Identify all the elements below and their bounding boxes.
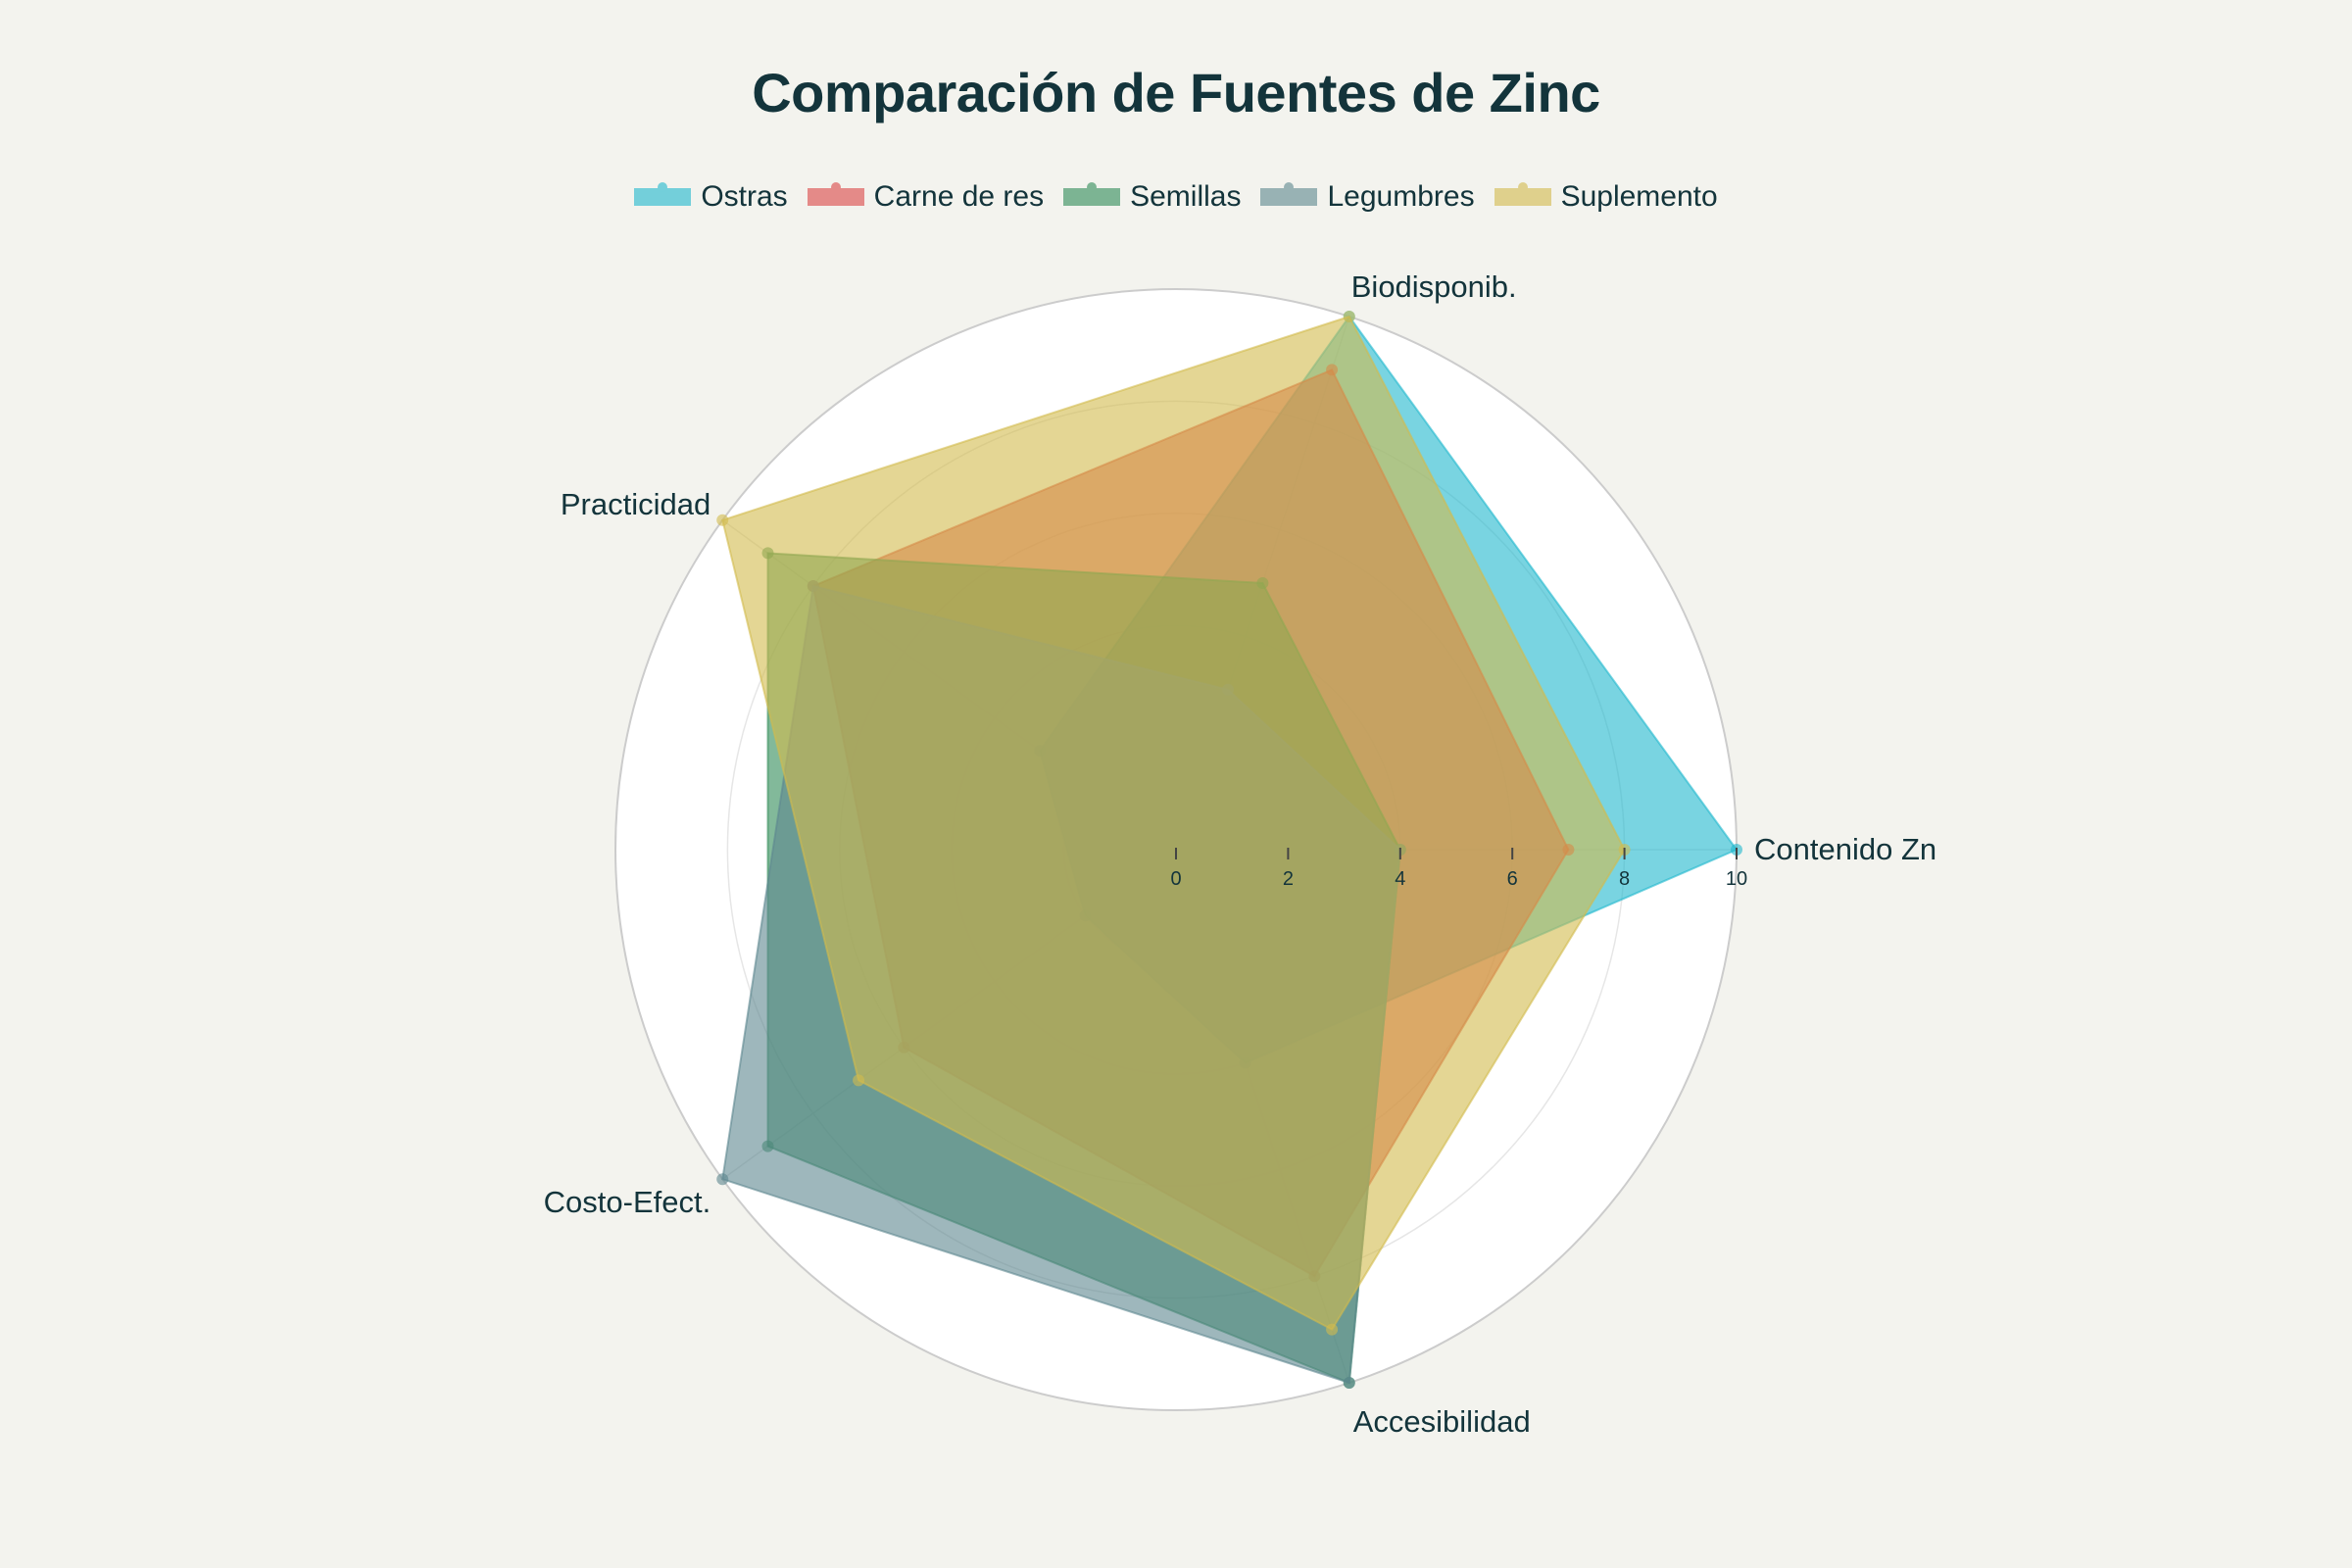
axis-label: Costo-Efect. xyxy=(544,1185,711,1219)
legend: Ostras Carne de res Semillas Legumbres Suple… xyxy=(0,180,2352,214)
legend-item-suplemento[interactable]: Suplemento xyxy=(1494,180,1718,214)
data-point[interactable] xyxy=(716,514,729,526)
tick-label: 6 xyxy=(1507,868,1518,890)
chart-title: Comparación de Fuentes de Zinc xyxy=(752,62,1600,123)
tick-label: 8 xyxy=(1619,868,1630,890)
data-point[interactable] xyxy=(1343,1377,1355,1390)
data-point[interactable] xyxy=(1343,310,1355,322)
tick-label: 0 xyxy=(1170,868,1181,890)
series-polygons xyxy=(716,310,1742,1390)
data-point[interactable] xyxy=(853,1074,865,1087)
angular-axis-labels: Contenido Zn Biodisponib. Practicidad Costo… xyxy=(544,270,1936,1439)
tick-label: 2 xyxy=(1283,868,1294,890)
tick-label: 10 xyxy=(1726,868,1747,890)
data-point[interactable] xyxy=(1326,1323,1339,1336)
legend-swatch-icon xyxy=(1063,182,1121,206)
legend-label: Carne de res xyxy=(873,180,1045,213)
legend-swatch-icon xyxy=(1260,182,1318,206)
axis-label: Accesibilidad xyxy=(1353,1404,1531,1439)
legend-swatch-icon xyxy=(634,182,692,206)
legend-label: Semillas xyxy=(1130,180,1242,213)
legend-label: Suplemento xyxy=(1560,180,1718,213)
tick-label: 4 xyxy=(1395,868,1405,890)
radial-axis-ticks: 0 2 4 6 8 10 xyxy=(1170,848,1747,890)
legend-item-legumbres[interactable]: Legumbres xyxy=(1260,180,1475,214)
legend-label: Legumbres xyxy=(1327,180,1475,213)
data-point[interactable] xyxy=(716,1173,729,1186)
legend-swatch-icon xyxy=(807,182,864,206)
legend-item-semillas[interactable]: Semillas xyxy=(1063,180,1241,214)
legend-item-carne-de-res[interactable]: Carne de res xyxy=(807,180,1045,214)
axis-label: Practicidad xyxy=(561,487,710,521)
series-suplemento[interactable] xyxy=(721,315,1626,1331)
axis-label: Biodisponib. xyxy=(1351,270,1517,304)
legend-label: Ostras xyxy=(701,180,788,213)
axis-label: Contenido Zn xyxy=(1754,832,1936,866)
legend-swatch-icon xyxy=(1494,182,1551,206)
legend-item-ostras[interactable]: Ostras xyxy=(634,180,788,214)
